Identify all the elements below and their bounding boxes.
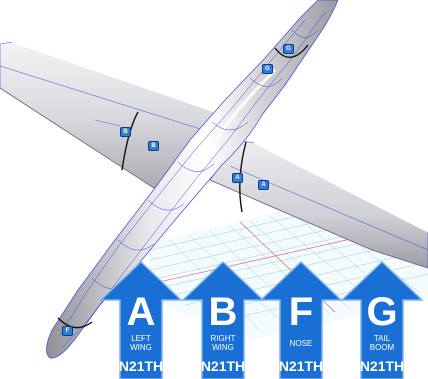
callout-nose: F NOSE N21TH <box>260 262 342 379</box>
callout-letter: A <box>126 290 156 334</box>
callout-letter: B <box>208 290 238 334</box>
callout-registration: N21TH <box>200 358 246 374</box>
tail-boom-marker-lower[interactable]: G <box>262 64 273 74</box>
callout-letter: F <box>288 290 314 334</box>
callout-part-name: LEFT WING <box>130 334 152 352</box>
callout-right-wing: B RIGHT WING N21TH <box>182 262 264 379</box>
callout-registration: N21TH <box>359 358 405 374</box>
fuselage[interactable] <box>46 0 339 359</box>
callout-letter: G <box>366 290 398 334</box>
left-wing-marker-outer[interactable]: B <box>120 127 131 137</box>
tail-boom-marker-upper[interactable]: G <box>283 44 294 54</box>
callout-registration: N21TH <box>278 358 324 374</box>
right-wing-marker-inner[interactable]: A <box>232 173 243 183</box>
callout-registration: N21TH <box>118 358 164 374</box>
nose-marker[interactable]: F <box>62 326 73 336</box>
left-wing-marker-inner[interactable]: B <box>148 141 159 151</box>
callout-left-wing: A LEFT WING N21TH <box>100 262 182 379</box>
callout-part-name: RIGHT WING <box>210 334 236 352</box>
callout-part-name: TAIL BOOM <box>369 334 395 352</box>
left-wing[interactable] <box>0 41 216 193</box>
callout-arrows <box>99 260 424 379</box>
right-wing-marker-outer[interactable]: A <box>258 180 269 190</box>
callout-part-name: NOSE <box>289 339 313 348</box>
callout-tail-boom: G TAIL BOOM N21TH <box>341 262 423 379</box>
